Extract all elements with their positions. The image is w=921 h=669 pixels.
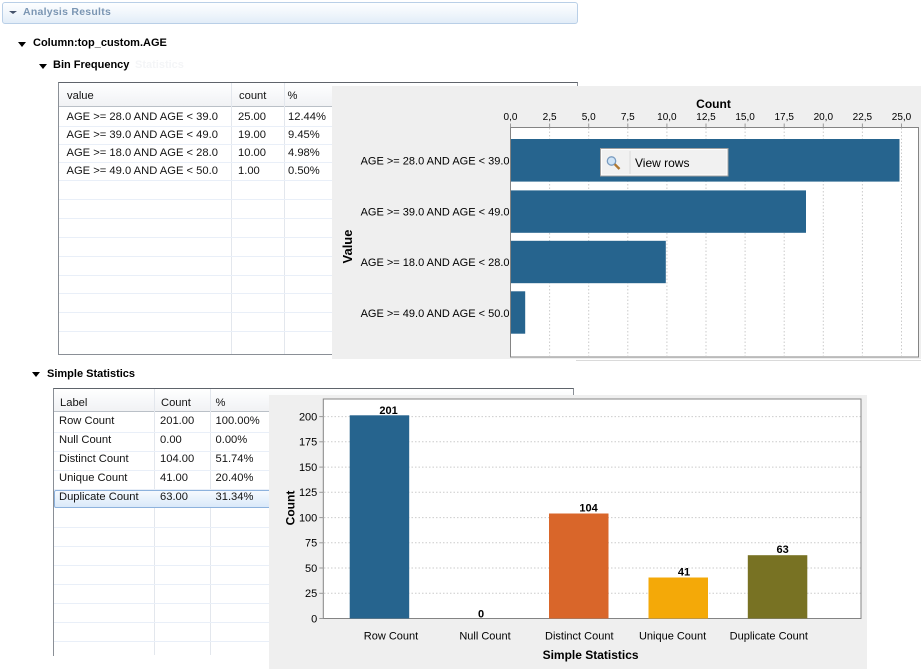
svg-text:201: 201: [379, 405, 397, 417]
svg-text:AGE >= 28.0 AND AGE < 39.0: AGE >= 28.0 AND AGE < 39.0: [361, 155, 510, 167]
svg-text:View rows: View rows: [635, 156, 689, 170]
svg-text:Value: Value: [340, 230, 355, 264]
svg-text:12,5: 12,5: [696, 112, 716, 123]
svg-text:AGE >= 18.0 AND AGE < 28.0: AGE >= 18.0 AND AGE < 28.0: [361, 257, 510, 269]
svg-text:5,0: 5,0: [582, 112, 596, 123]
svg-text:2,5: 2,5: [543, 112, 557, 123]
svg-text:0,0: 0,0: [504, 112, 518, 123]
svg-text:75: 75: [305, 538, 317, 550]
svg-text:50: 50: [305, 563, 317, 575]
svg-text:10,0: 10,0: [657, 112, 677, 123]
svg-text:150: 150: [299, 462, 317, 474]
svg-text:63: 63: [776, 544, 788, 556]
svg-text:25,0: 25,0: [892, 112, 912, 123]
svg-text:15,0: 15,0: [735, 112, 755, 123]
svg-text:7,5: 7,5: [621, 112, 635, 123]
svg-text:Duplicate Count: Duplicate Count: [730, 630, 808, 642]
svg-text:Null Count: Null Count: [459, 630, 510, 642]
svg-text:22,5: 22,5: [853, 112, 873, 123]
svg-text:Count: Count: [696, 97, 731, 111]
svg-text:AGE >= 49.0 AND AGE < 50.0: AGE >= 49.0 AND AGE < 50.0: [361, 308, 510, 320]
svg-text:41: 41: [678, 567, 690, 579]
svg-text:200: 200: [299, 412, 317, 424]
svg-text:0: 0: [478, 608, 484, 620]
svg-text:20,0: 20,0: [814, 112, 834, 123]
svg-text:125: 125: [299, 487, 317, 499]
svg-text:100: 100: [299, 513, 317, 525]
svg-text:Simple Statistics: Simple Statistics: [543, 648, 639, 662]
svg-text:Count: Count: [284, 491, 298, 526]
svg-text:Row Count: Row Count: [364, 630, 418, 642]
svg-text:Distinct Count: Distinct Count: [545, 630, 613, 642]
svg-text:104: 104: [579, 503, 598, 515]
svg-text:Unique Count: Unique Count: [639, 630, 706, 642]
svg-text:175: 175: [299, 437, 317, 449]
svg-text:0: 0: [311, 613, 317, 625]
svg-text:AGE >= 39.0 AND AGE < 49.0: AGE >= 39.0 AND AGE < 49.0: [361, 207, 510, 219]
svg-text:17,5: 17,5: [774, 112, 794, 123]
svg-text:25: 25: [305, 588, 317, 600]
